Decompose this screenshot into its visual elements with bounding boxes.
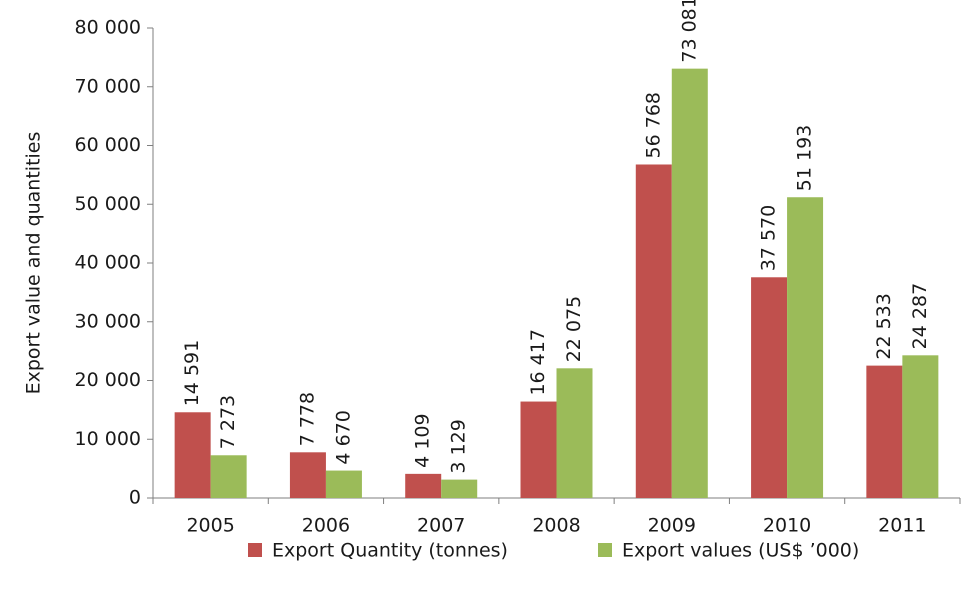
bar (289, 452, 326, 498)
data-label: 22 533 (873, 293, 895, 359)
bar (441, 479, 478, 498)
bar (405, 473, 442, 498)
y-tick-label: 60 000 (75, 134, 141, 156)
y-tick-label: 0 (129, 487, 141, 509)
legend-label: Export Quantity (tonnes) (272, 540, 508, 562)
y-tick-label: 70 000 (75, 75, 141, 97)
x-tick-label: 2008 (532, 515, 580, 537)
y-tick-label: 80 000 (75, 17, 141, 39)
bar (902, 355, 939, 498)
x-tick-label: 2009 (648, 515, 696, 537)
y-tick-label: 30 000 (75, 310, 141, 332)
bar (556, 368, 593, 498)
bar (325, 470, 362, 498)
x-tick-label: 2006 (302, 515, 350, 537)
x-tick-label: 2007 (417, 515, 465, 537)
y-tick-label: 20 000 (75, 369, 141, 391)
data-label: 3 129 (448, 419, 470, 473)
legend-swatch (598, 543, 612, 557)
data-label: 37 570 (758, 205, 780, 271)
x-tick-label: 2010 (763, 515, 811, 537)
bar (787, 197, 824, 498)
legend-swatch (248, 543, 262, 557)
bar (671, 68, 708, 499)
x-tick-label: 2005 (186, 515, 234, 537)
y-tick-label: 10 000 (75, 428, 141, 450)
data-label: 24 287 (909, 283, 931, 349)
data-label: 4 670 (332, 410, 354, 464)
data-label: 4 109 (412, 413, 434, 467)
data-label: 7 778 (296, 392, 318, 446)
bar (174, 412, 211, 498)
y-tick-label: 40 000 (75, 252, 141, 274)
data-label: 51 193 (794, 125, 816, 191)
bar (866, 365, 903, 498)
x-tick-label: 2011 (878, 515, 926, 537)
y-axis-label: Export value and quantities (23, 132, 45, 395)
bar (751, 277, 788, 498)
bar (210, 455, 247, 498)
y-tick-label: 50 000 (75, 193, 141, 215)
data-label: 14 591 (181, 340, 203, 406)
data-label: 7 273 (217, 395, 239, 449)
data-label: 16 417 (527, 329, 549, 395)
bar (635, 164, 672, 498)
legend-label: Export values (US$ ’000) (622, 540, 859, 562)
data-label: 22 075 (563, 296, 585, 362)
data-label: 56 768 (642, 92, 664, 158)
bar (520, 401, 557, 498)
data-label: 73 081 (678, 0, 700, 63)
